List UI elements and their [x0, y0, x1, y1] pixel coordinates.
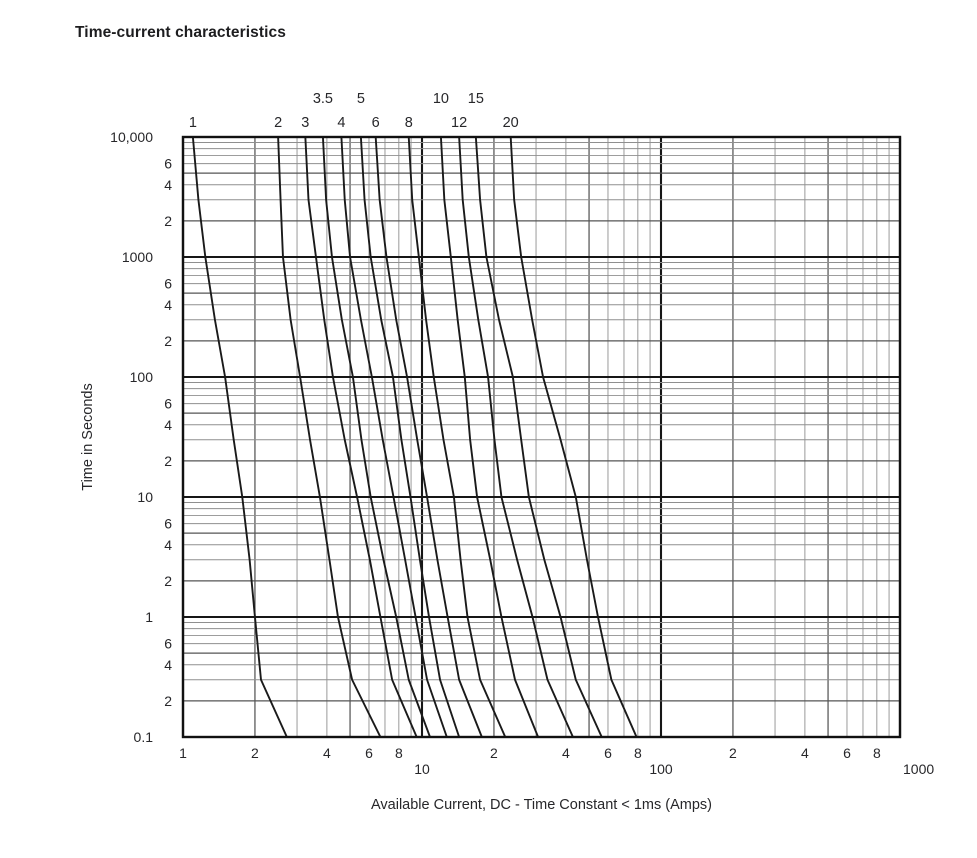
x-tick-60: 6: [604, 745, 612, 761]
curve-10A: [439, 137, 539, 737]
x-tick-1000: 1000: [903, 761, 934, 777]
curve-15A: [474, 137, 603, 737]
y-tick-20: 2: [164, 453, 172, 469]
y-tick-2000: 2: [164, 213, 172, 229]
x-axis-title: Available Current, DC - Time Constant < …: [371, 797, 712, 813]
x-tick-100: 100: [649, 761, 673, 777]
y-tick-40: 4: [164, 417, 172, 433]
y-tick-10: 10: [137, 489, 153, 505]
y-axis-title: Time in Seconds: [80, 383, 96, 490]
curve-6A: [374, 137, 483, 737]
y-tick-200: 2: [164, 333, 172, 349]
curve-label-6A: 6: [372, 115, 380, 131]
curve-label-8A: 8: [405, 115, 413, 131]
y-tick-60: 6: [164, 396, 172, 412]
y-tick-0.1: 0.1: [134, 729, 154, 745]
x-tick-800: 8: [873, 745, 881, 761]
x-tick-2: 2: [251, 745, 259, 761]
curve-label-15A: 15: [468, 91, 484, 107]
curves: [191, 137, 638, 737]
grid: [181, 135, 902, 739]
curve-3.5A: [321, 137, 431, 737]
curve-1A: [191, 137, 288, 737]
y-tick-1: 1: [145, 609, 153, 625]
curve-label-1A: 1: [189, 115, 197, 131]
page-title: Time-current characteristics: [75, 24, 286, 41]
x-tick-400: 4: [801, 745, 809, 761]
curve-label-3.5A: 3.5: [313, 91, 333, 107]
y-tick-400: 4: [164, 297, 172, 313]
curve-12A: [458, 137, 574, 737]
y-tick-4: 4: [164, 537, 172, 553]
x-tick-40: 4: [562, 745, 570, 761]
x-tick-20: 2: [490, 745, 498, 761]
y-tick-0.6: 6: [164, 636, 172, 652]
curve-label-12A: 12: [451, 115, 467, 131]
y-tick-0.2: 2: [164, 693, 172, 709]
x-tick-4: 4: [323, 745, 331, 761]
x-tick-600: 6: [843, 745, 851, 761]
y-tick-10000: 10,000: [110, 129, 153, 145]
curve-4A: [340, 137, 448, 737]
curve-label-20A: 20: [503, 115, 519, 131]
y-tick-1000: 1000: [122, 249, 153, 265]
x-tick-8: 8: [395, 745, 403, 761]
x-tick-200: 2: [729, 745, 737, 761]
x-tick-1: 1: [179, 745, 187, 761]
curve-2A: [277, 137, 382, 737]
y-tick-0.4: 4: [164, 657, 172, 673]
curve-label-2A: 2: [274, 115, 282, 131]
y-tick-6000: 6: [164, 156, 172, 172]
x-tick-80: 8: [634, 745, 642, 761]
y-tick-6: 6: [164, 516, 172, 532]
y-tick-600: 6: [164, 276, 172, 292]
x-tick-6: 6: [365, 745, 373, 761]
curve-label-10A: 10: [433, 91, 449, 107]
y-tick-100: 100: [130, 369, 154, 385]
y-tick-2: 2: [164, 573, 172, 589]
plot-frame: [181, 135, 902, 739]
x-axis-labels: 1 2 4 6 8 10 2 4 6 8 100 2 4 6 8 1000: [179, 745, 934, 777]
curve-label-4A: 4: [337, 115, 345, 131]
x-tick-10: 10: [414, 761, 430, 777]
curve-5A: [359, 137, 461, 737]
curve-label-3A: 3: [301, 115, 309, 131]
curve-label-5A: 5: [357, 91, 365, 107]
y-tick-4000: 4: [164, 177, 172, 193]
curve-20A: [509, 137, 638, 737]
curve-3A: [304, 137, 418, 737]
curve-8A: [407, 137, 507, 737]
